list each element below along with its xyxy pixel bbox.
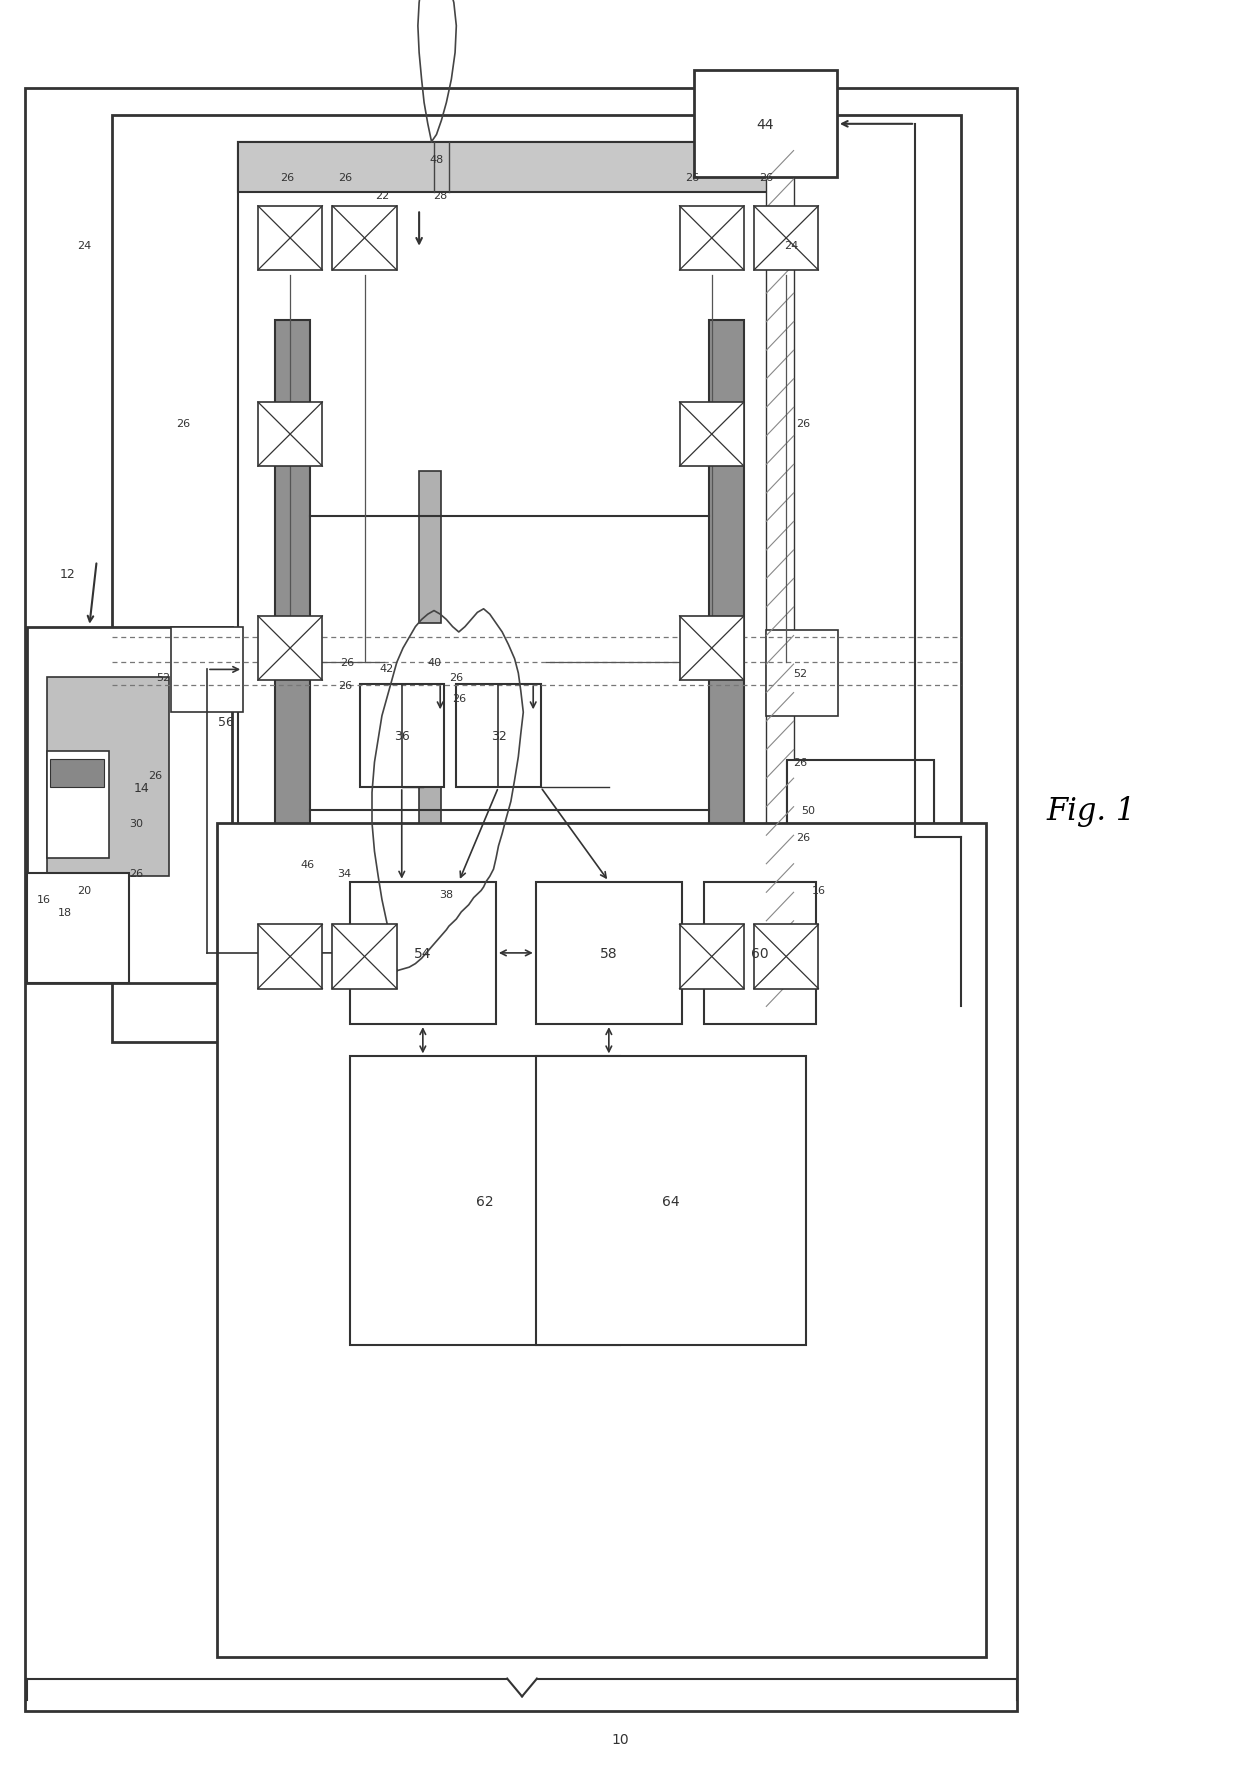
FancyBboxPatch shape (787, 763, 934, 909)
FancyBboxPatch shape (275, 321, 310, 944)
Text: 26: 26 (337, 173, 352, 184)
FancyBboxPatch shape (536, 882, 682, 1025)
FancyBboxPatch shape (238, 143, 771, 1007)
Text: 26: 26 (176, 419, 191, 429)
FancyBboxPatch shape (694, 71, 837, 178)
FancyBboxPatch shape (456, 684, 541, 788)
Text: Fig. 1: Fig. 1 (1047, 795, 1136, 827)
FancyBboxPatch shape (360, 684, 444, 788)
Text: 40: 40 (427, 658, 441, 668)
FancyBboxPatch shape (680, 617, 744, 681)
FancyBboxPatch shape (680, 403, 744, 467)
Text: 24: 24 (77, 241, 92, 251)
FancyBboxPatch shape (171, 627, 243, 713)
Text: 22: 22 (374, 191, 389, 201)
FancyBboxPatch shape (27, 627, 232, 984)
FancyBboxPatch shape (419, 472, 441, 624)
FancyBboxPatch shape (704, 882, 816, 1025)
FancyBboxPatch shape (350, 1057, 620, 1345)
Text: 26: 26 (684, 173, 699, 184)
Text: 56: 56 (218, 715, 233, 729)
FancyBboxPatch shape (419, 743, 441, 829)
Text: 18: 18 (57, 907, 72, 918)
Text: 26: 26 (759, 173, 774, 184)
Text: 52: 52 (792, 668, 807, 679)
FancyBboxPatch shape (536, 1057, 806, 1345)
Text: 30: 30 (129, 818, 144, 829)
FancyBboxPatch shape (258, 403, 322, 467)
FancyBboxPatch shape (50, 759, 104, 788)
Text: 26: 26 (451, 693, 466, 704)
Text: 16: 16 (811, 886, 826, 896)
Text: 62: 62 (476, 1194, 494, 1208)
Text: 26: 26 (129, 868, 144, 879)
FancyBboxPatch shape (258, 925, 322, 989)
FancyBboxPatch shape (754, 207, 818, 271)
Text: 16: 16 (37, 895, 51, 905)
FancyBboxPatch shape (47, 677, 169, 877)
FancyBboxPatch shape (217, 823, 986, 1657)
Text: 50: 50 (801, 805, 816, 816)
Text: 26: 26 (796, 832, 811, 843)
Text: 52: 52 (156, 672, 171, 683)
Text: 34: 34 (337, 868, 352, 879)
Text: 26: 26 (796, 419, 811, 429)
FancyBboxPatch shape (258, 207, 322, 271)
Text: 42: 42 (379, 663, 394, 674)
FancyBboxPatch shape (680, 207, 744, 271)
Text: 64: 64 (662, 1194, 680, 1208)
FancyBboxPatch shape (754, 925, 818, 989)
Text: 28: 28 (433, 191, 448, 201)
FancyBboxPatch shape (112, 116, 961, 1042)
FancyBboxPatch shape (332, 925, 397, 989)
Text: 14: 14 (134, 781, 150, 795)
FancyBboxPatch shape (766, 143, 794, 1007)
FancyBboxPatch shape (27, 873, 129, 984)
FancyBboxPatch shape (47, 752, 109, 859)
Text: 26: 26 (449, 672, 464, 683)
Text: 10: 10 (611, 1732, 629, 1746)
Text: 20: 20 (77, 886, 92, 896)
Text: 26: 26 (792, 757, 807, 768)
FancyBboxPatch shape (766, 631, 838, 716)
FancyBboxPatch shape (787, 761, 934, 846)
FancyBboxPatch shape (25, 89, 1017, 1711)
FancyBboxPatch shape (709, 321, 744, 944)
FancyBboxPatch shape (680, 925, 744, 989)
FancyBboxPatch shape (238, 968, 771, 1007)
FancyBboxPatch shape (258, 617, 322, 681)
Text: 26: 26 (148, 770, 162, 781)
Text: 26: 26 (337, 681, 352, 691)
Text: 48: 48 (429, 155, 444, 166)
Text: 54: 54 (414, 946, 432, 960)
Text: 24: 24 (784, 241, 799, 251)
Text: 58: 58 (600, 946, 618, 960)
FancyBboxPatch shape (238, 143, 771, 192)
Text: 44: 44 (756, 118, 774, 132)
Text: 60: 60 (751, 946, 769, 960)
Text: 26: 26 (280, 173, 295, 184)
Text: 36: 36 (394, 729, 409, 743)
FancyBboxPatch shape (350, 882, 496, 1025)
Text: 38: 38 (439, 889, 454, 900)
Text: 32: 32 (491, 729, 506, 743)
Text: 46: 46 (300, 859, 315, 870)
FancyBboxPatch shape (332, 207, 397, 271)
Text: 26: 26 (340, 658, 355, 668)
Text: 12: 12 (60, 567, 76, 581)
